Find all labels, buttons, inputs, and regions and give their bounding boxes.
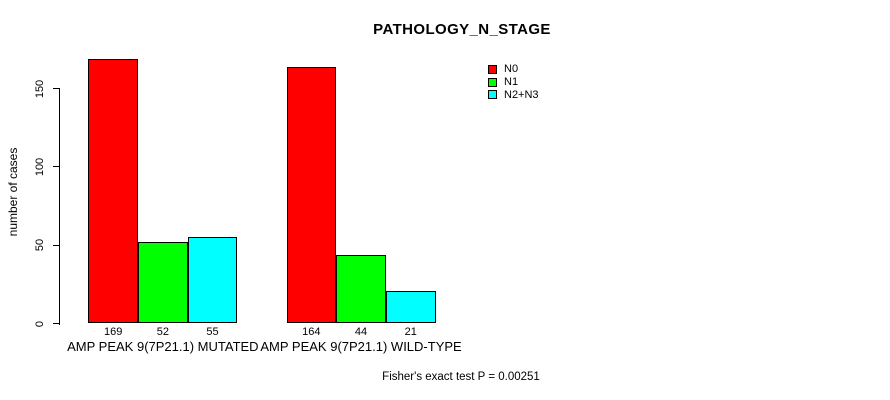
bar-value-label: 44 [354, 326, 368, 338]
fisher-test-annotation: Fisher's exact test P = 0.00251 [382, 371, 540, 383]
x-category-label: AMP PEAK 9(7P21.1) MUTATED [67, 338, 259, 354]
bar-value-label: 169 [103, 326, 123, 338]
chart-title: PATHOLOGY_N_STAGE [373, 21, 551, 38]
bar-n1 [336, 254, 386, 324]
legend: N0 N1 N2+N3 [488, 63, 539, 101]
y-axis-tick-label: 50 [34, 239, 46, 252]
legend-label: N2+N3 [504, 88, 539, 101]
bar-value-label: 21 [404, 326, 417, 338]
bar-n2-n3 [385, 290, 436, 324]
y-axis-tick [52, 166, 60, 168]
legend-label: N1 [504, 76, 519, 89]
legend-swatch-n1 [488, 77, 497, 87]
bar-value-label: 164 [302, 326, 321, 338]
bar-n1 [138, 242, 188, 324]
bar-n0 [88, 58, 138, 324]
x-category-label: AMP PEAK 9(7P21.1) WILD-TYPE [260, 338, 462, 354]
y-axis-label: number of cases [6, 147, 20, 237]
y-axis-tick [52, 87, 60, 90]
legend-item: N0 [488, 63, 539, 76]
y-axis-line [58, 88, 61, 325]
legend-item: N1 [488, 76, 539, 89]
legend-item: N2+N3 [488, 88, 539, 101]
y-axis-tick-label: 0 [34, 320, 46, 327]
y-axis-tick-label: 150 [34, 79, 46, 98]
legend-swatch-n2-n3 [488, 90, 497, 100]
y-axis-tick-label: 100 [34, 157, 46, 177]
bar-n2-n3 [187, 237, 238, 324]
y-axis-tick [52, 322, 60, 325]
y-axis-tick [52, 244, 60, 246]
bar-n0 [286, 66, 337, 324]
bar-value-label: 55 [206, 326, 219, 338]
legend-label: N0 [504, 63, 519, 76]
legend-swatch-n0 [488, 64, 497, 74]
bar-value-label: 52 [156, 326, 169, 338]
